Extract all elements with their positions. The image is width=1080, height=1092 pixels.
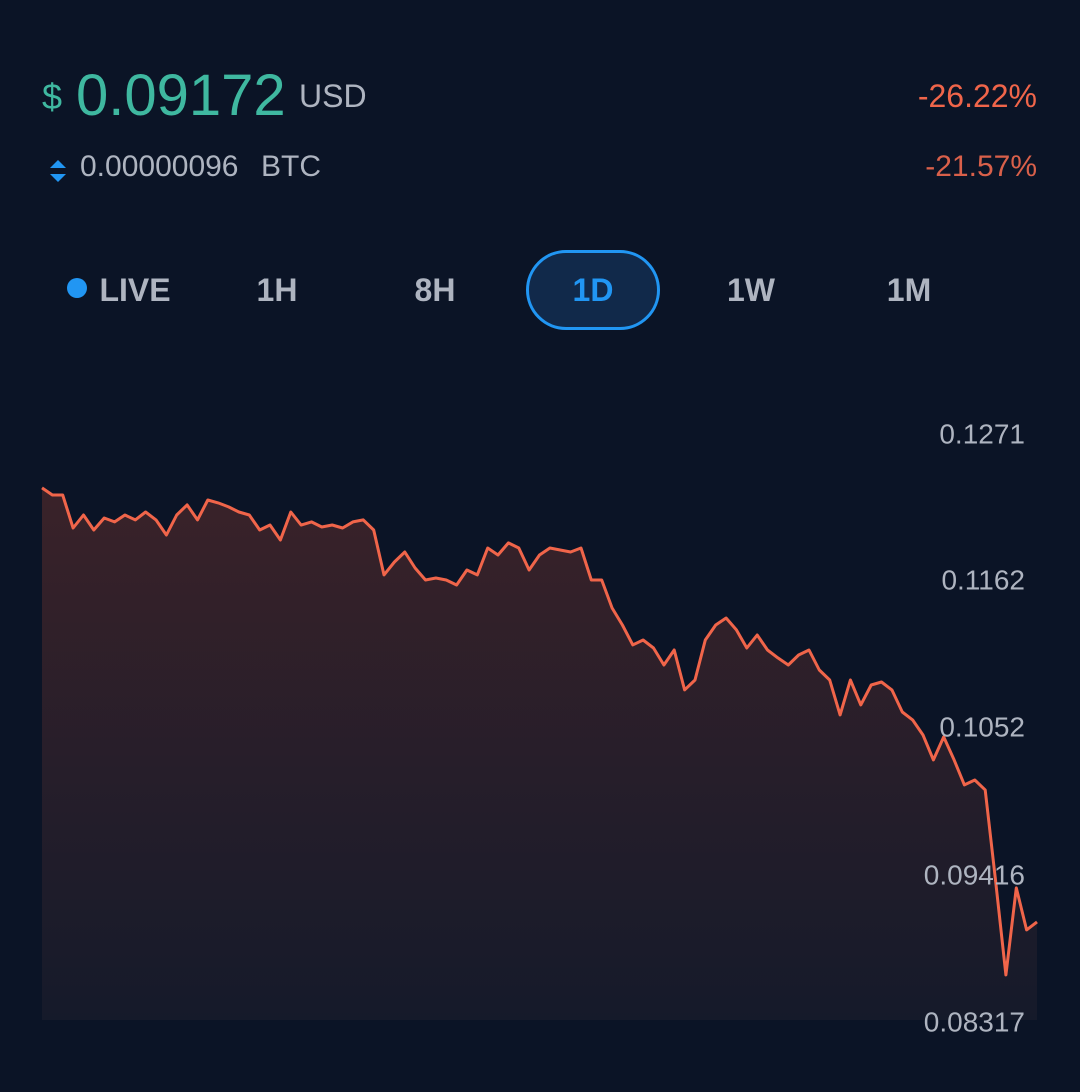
tab[interactable]: 8H bbox=[368, 250, 502, 330]
tab[interactable]: 1D bbox=[526, 250, 660, 330]
tab-label: 1M bbox=[886, 272, 932, 308]
price: 0.09172 bbox=[76, 63, 286, 128]
tab-label: 1H bbox=[256, 272, 298, 308]
tab-label: LIVE bbox=[99, 272, 171, 308]
tab[interactable]: 1H bbox=[210, 250, 344, 330]
y-tick-label: 0.1162 bbox=[941, 564, 1025, 595]
btc-unit: BTC bbox=[261, 150, 321, 183]
swap-icon[interactable] bbox=[44, 152, 74, 192]
change-usd: -26.22% bbox=[917, 78, 1037, 114]
timeframe-tabs: LIVE 1H 8H 1D 1W 1M bbox=[40, 250, 1040, 332]
btc-price: 0.00000096 bbox=[80, 150, 239, 183]
y-tick-label: 0.1271 bbox=[939, 418, 1025, 449]
price-line bbox=[41, 486, 1038, 977]
area-fill bbox=[42, 487, 1037, 1020]
tab-label: 1D bbox=[572, 272, 614, 308]
tab-label: 8H bbox=[414, 272, 456, 308]
live-dot bbox=[67, 278, 88, 298]
y-tick-label: 0.1052 bbox=[939, 712, 1025, 743]
y-tick-label: 0.08317 bbox=[924, 1006, 1025, 1037]
y-tick-label: 0.09416 bbox=[924, 859, 1025, 890]
tab[interactable]: LIVE bbox=[52, 250, 186, 330]
currency-symbol: $ bbox=[42, 76, 63, 117]
tab[interactable]: 1W bbox=[684, 250, 818, 330]
tab-label: 1W bbox=[727, 272, 775, 308]
price-unit: USD bbox=[299, 78, 367, 114]
tab[interactable]: 1M bbox=[842, 250, 976, 330]
change-btc: -21.57% bbox=[925, 150, 1037, 183]
